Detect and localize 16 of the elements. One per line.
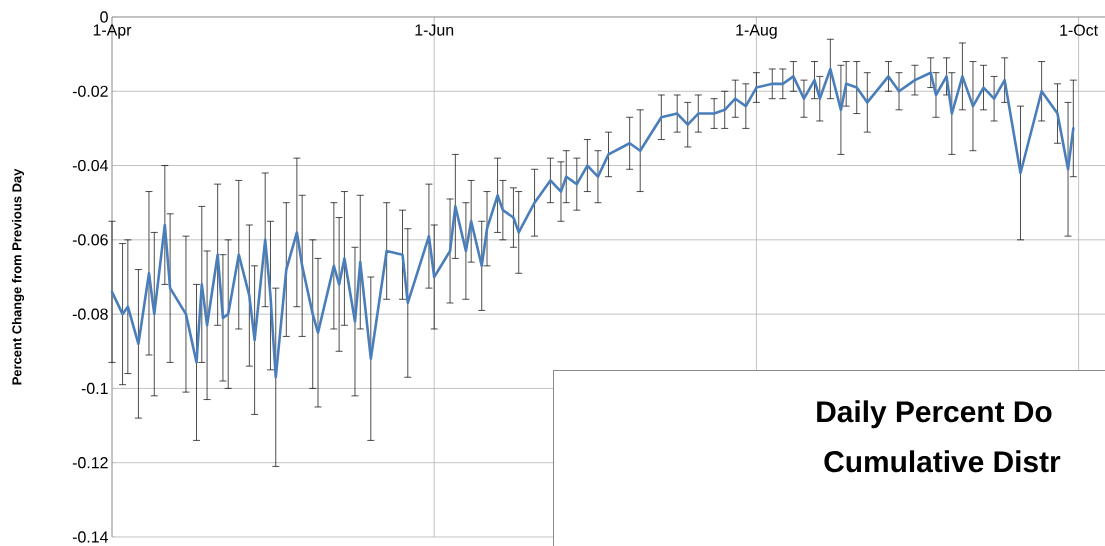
x-tick-label: 1-Aug bbox=[736, 24, 777, 39]
y-tick-label: 0 bbox=[100, 11, 108, 23]
y-tick-label: -0.06 bbox=[72, 234, 108, 246]
annotation: Daily Percent Do bbox=[817, 400, 1052, 429]
y-tick-label: -0.1 bbox=[81, 382, 108, 395]
y-tick-label: -0.02 bbox=[72, 85, 108, 97]
annotation: Cumulative Distr bbox=[824, 450, 1061, 473]
x-tick-label: 1-Jun bbox=[415, 24, 454, 36]
y-tick-label: -0.14 bbox=[72, 531, 109, 543]
y-tick-label: -0.04 bbox=[72, 159, 109, 172]
x-tick-label: 1-Oct bbox=[1060, 24, 1098, 36]
x-tick-label: 1-Apr bbox=[93, 24, 132, 39]
y-tick-label: -0.08 bbox=[72, 308, 108, 320]
y-axis-title: Percent Change from Previous Day bbox=[11, 168, 25, 385]
y-tick-label: -0.12 bbox=[72, 457, 108, 469]
line-series bbox=[110, 67, 1075, 379]
